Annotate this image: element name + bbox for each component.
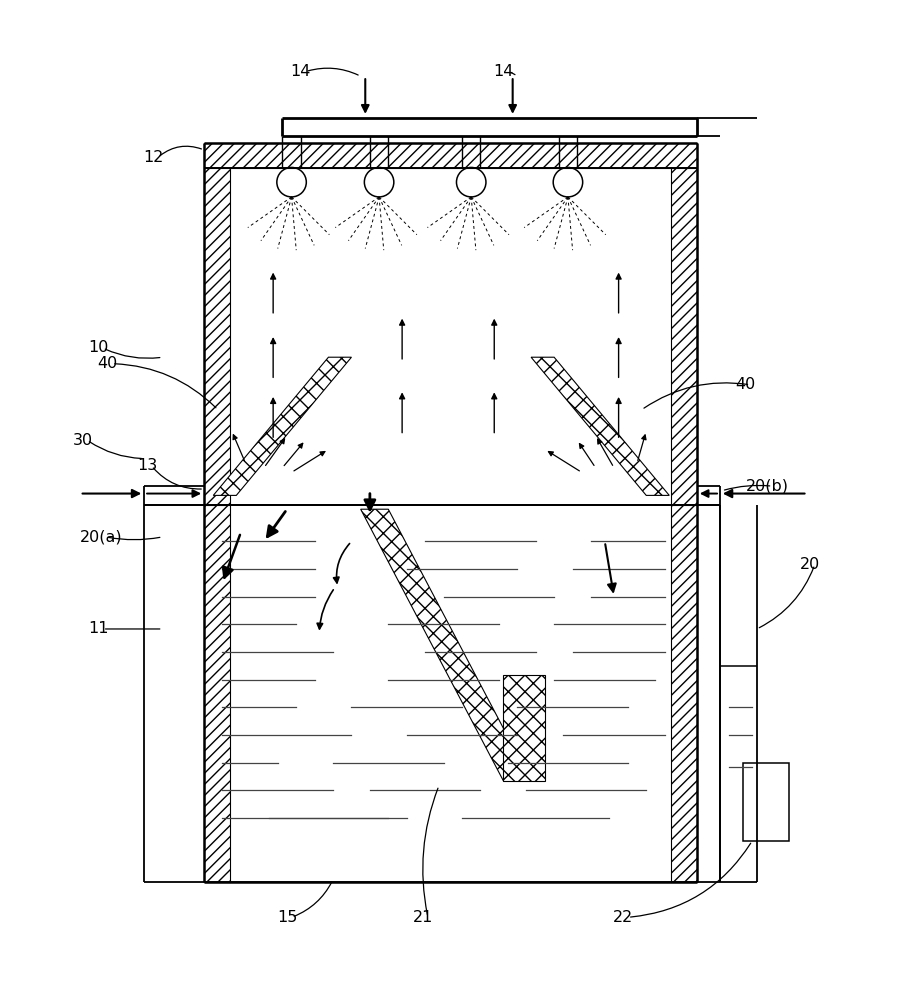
Text: 30: 30	[72, 433, 92, 448]
Text: 10: 10	[88, 340, 108, 355]
Text: 14: 14	[291, 64, 311, 79]
Text: 40: 40	[97, 356, 117, 371]
Bar	[671, 505, 697, 882]
Text: 20: 20	[800, 557, 821, 572]
Text: 15: 15	[277, 910, 298, 925]
Bar	[204, 168, 230, 505]
Bar	[204, 143, 697, 168]
Bar	[671, 168, 697, 505]
Bar	[204, 505, 230, 882]
Text: 14: 14	[493, 64, 514, 79]
Text: 13: 13	[137, 458, 157, 473]
Bar	[504, 675, 545, 781]
Polygon shape	[213, 357, 351, 495]
Text: 20(b): 20(b)	[747, 479, 789, 494]
Polygon shape	[360, 509, 531, 781]
Text: 11: 11	[88, 621, 108, 636]
Text: 22: 22	[614, 910, 633, 925]
Bar	[743, 763, 789, 841]
Polygon shape	[531, 357, 669, 495]
Text: 21: 21	[413, 910, 433, 925]
Text: 20(a): 20(a)	[79, 529, 122, 544]
Text: 40: 40	[736, 377, 756, 392]
Text: 12: 12	[143, 150, 164, 165]
